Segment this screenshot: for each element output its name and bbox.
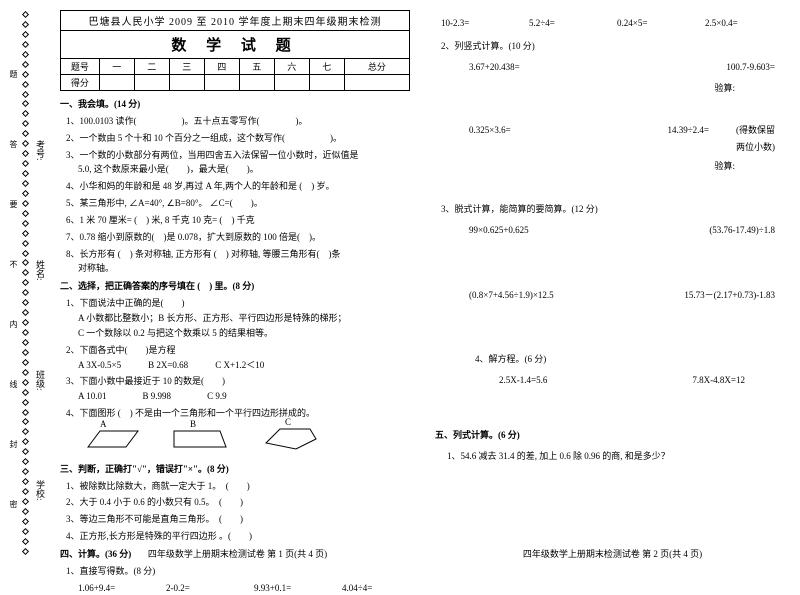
col-6: 六	[274, 59, 309, 75]
score-table: 题号 一 二 三 四 五 六 七 总分 得分	[61, 59, 409, 90]
exam-title: 数 学 试 题	[61, 31, 409, 59]
q2-2: 2、下面各式中( )是方程	[66, 343, 410, 358]
col-label: 题号	[61, 59, 99, 75]
field-school: 学校:	[34, 480, 47, 501]
q1-2: 2、一个数由 5 个十和 10 个百分之一组成，这个数写作( )。	[66, 131, 410, 146]
page-1: 巴塘县人民小学 2009 至 2010 学年度上期末四年级期末检测 数 学 试 …	[50, 0, 425, 566]
title-box: 巴塘县人民小学 2009 至 2010 学年度上期末四年级期末检测 数 学 试 …	[60, 10, 410, 91]
section-1-title: 一、我会填。(14 分)	[60, 97, 410, 112]
q1-3: 3、一个数的小数部分有两位，当用四舍五入法保留一位小数时，近似值是	[66, 148, 410, 163]
q2-3: 3、下面小数中最接近于 10 的数是( )	[66, 374, 410, 389]
col-1: 一	[99, 59, 134, 75]
seal-mark-6: 答	[8, 140, 19, 148]
binding-margin: 学校: 班级: 姓名: 考号: 密 封 线 内 不 要 答 题	[0, 0, 50, 566]
shape-b	[170, 427, 230, 451]
section-5-title: 五、列式计算。(6 分)	[435, 428, 785, 443]
field-class: 班级:	[34, 370, 47, 391]
q3-1: 1、被除数比除数大，商就一定大于 1。 ( )	[66, 479, 410, 494]
s4-sub1: 1、直接写得数。(8 分)	[66, 564, 410, 579]
check-1: 验算:	[435, 81, 735, 96]
footer-1: 四年级数学上册期末检测试卷 第 1 页(共 4 页)	[50, 547, 425, 560]
check-2: 验算:	[435, 159, 735, 174]
shapes-row: A B C	[80, 425, 410, 458]
s4-sub4: 4、解方程。(6 分)	[475, 352, 785, 367]
note-2: 两位小数)	[435, 140, 775, 155]
q1-8e: 对称轴。	[78, 261, 410, 276]
calc-row1: 1.06+9.4=2-0.2=9.93+0.1=4.04÷4=	[78, 581, 410, 595]
q2-1a: A 小数都比整数小；B 长方形、正方形、平行四边形是特殊的梯形；	[78, 311, 410, 326]
section-3-title: 三、判断，正确打"√"，错误打"×"。(8 分)	[60, 462, 410, 477]
section-2-title: 二、选择，把正确答案的序号填在 ( ) 里。(8 分)	[60, 279, 410, 294]
seal-mark-0: 密	[8, 500, 19, 508]
col-5: 五	[239, 59, 274, 75]
field-name: 姓名:	[34, 260, 47, 281]
q1-1: 1、100.0103 读作( )。五十点五零写作( )。	[66, 114, 410, 129]
q1-4: 4、小华和妈的年龄和是 48 岁,再过 A 年,两个人的年龄和是 ( ) 岁。	[66, 179, 410, 194]
q1-8: 8、长方形有 ( ) 条对称轴, 正方形有 ( ) 对称轴, 等腰三角形有( )…	[66, 247, 410, 262]
col-2: 二	[134, 59, 169, 75]
col-total: 总分	[344, 59, 409, 75]
q3-3: 3、等边三角形不可能是直角三角形。 ( )	[66, 512, 410, 527]
vert-1: 3.67+20.438=100.7-9.603=	[445, 60, 775, 75]
exam-header: 巴塘县人民小学 2009 至 2010 学年度上期末四年级期末检测	[61, 11, 409, 31]
seal-mark-5: 要	[8, 200, 19, 208]
seal-mark-3: 内	[8, 320, 19, 328]
q2-4: 4、下面图形 ( ) 不是由一个三角形和一个平行四边形拼成的。	[66, 406, 410, 421]
col-3: 三	[169, 59, 204, 75]
shape-b-label: B	[190, 417, 196, 432]
page-2: 10-2.3=5.2÷4=0.24×5=2.5×0.4= 2、列竖式计算。(10…	[425, 0, 800, 566]
fold-diamonds	[22, 10, 28, 556]
shape-a	[80, 427, 140, 451]
col-4: 四	[204, 59, 239, 75]
q2-1b: C 一个数除以 0.2 与把这个数乘以 5 的结果相等。	[78, 326, 410, 341]
q2-3opts: A 10.01 B 9.998 C 9.9	[78, 389, 410, 404]
q3-4: 4、正方形,长方形是特殊的平行四边形 。( )	[66, 529, 410, 544]
col-7: 七	[309, 59, 344, 75]
seal-mark-7: 题	[8, 70, 19, 78]
expr-2: (0.8×7+4.56÷1.9)×12.515.73－(2.17+0.73)-1…	[445, 288, 775, 303]
q1-7: 7、0.78 缩小到原数的( )是 0.078，扩大到原数的 100 倍是( )…	[66, 230, 410, 245]
q3-2: 2、大于 0.4 小于 0.6 的小数只有 0.5。 ( )	[66, 495, 410, 510]
q1-5: 5、某三角形中, ∠A=40°, ∠B=80°。 ∠C=( )。	[66, 196, 410, 211]
expr-1: 99×0.625+0.625(53.76-17.49)÷1.8	[445, 223, 775, 238]
seal-mark-2: 线	[8, 380, 19, 388]
score-label: 得分	[61, 75, 99, 91]
calc-row2: 10-2.3=5.2÷4=0.24×5=2.5×0.4=	[441, 16, 785, 31]
q1-6: 6、1 米 70 厘米= ( ) 米, 8 千克 10 克= ( ) 千克	[66, 213, 410, 228]
q2-2opts: A 3X-0.5×5 B 2X=0.68 C X+1.2＜10	[78, 358, 410, 373]
s4-sub3: 3、脱式计算，能简算的要简算。(12 分)	[441, 202, 785, 217]
footer-2: 四年级数学上册期末检测试卷 第 2 页(共 4 页)	[425, 547, 800, 560]
field-examno: 考号:	[34, 140, 47, 161]
q1-3b: 5.0, 这个数原来最小是( )，最大是( )。	[78, 162, 410, 177]
vert-2: 0.325×3.6=14.39÷2.4= (得数保留	[445, 123, 775, 138]
seal-mark-4: 不	[8, 260, 19, 268]
s4-sub2: 2、列竖式计算。(10 分)	[441, 39, 785, 54]
q2-1: 1、下面说法中正确的是( )	[66, 296, 410, 311]
shape-a-label: A	[100, 417, 107, 432]
q5-1: 1、54.6 减去 31.4 的差, 加上 0.6 除 0.96 的商, 和是多…	[447, 449, 785, 464]
shape-c-label: C	[285, 415, 291, 430]
eqs: 2.5X-1.4=5.67.8X-4.8X=12	[445, 373, 775, 388]
seal-mark-1: 封	[8, 440, 19, 448]
